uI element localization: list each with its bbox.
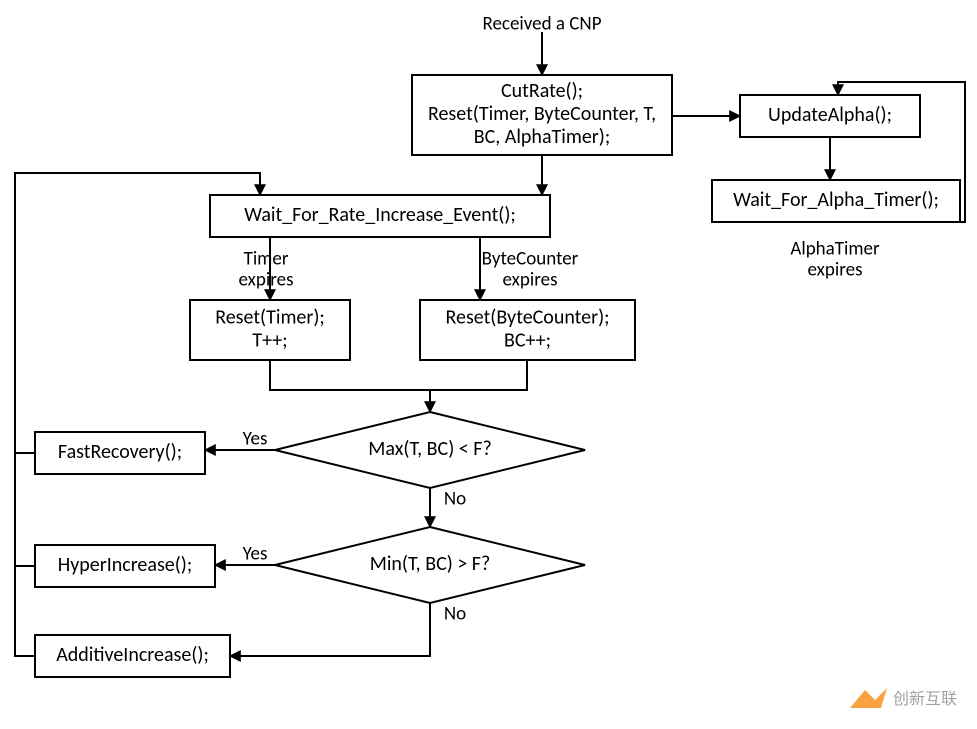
node-label: Min(T, BC) > F?: [370, 552, 491, 576]
node-label: Wait_For_Rate_Increase_Event();: [244, 203, 516, 227]
watermark-text: 创新互联: [893, 690, 957, 709]
watermark: 创新互联: [850, 688, 957, 709]
label-start: Received a CNP: [482, 13, 601, 36]
edge: [270, 360, 430, 412]
node-label: Max(T, BC) < F?: [368, 437, 492, 461]
label-no1: No: [444, 488, 466, 511]
label-alphatimer_lbl: AlphaTimerexpires: [790, 238, 880, 282]
label-bytec_lbl: ByteCounterexpires: [482, 248, 579, 292]
node-label: FastRecovery();: [58, 440, 182, 464]
label-no2: No: [444, 603, 466, 626]
edge: [230, 603, 430, 656]
label-timer_lbl: Timerexpires: [239, 248, 294, 292]
node-label: HyperIncrease();: [58, 553, 192, 577]
label-yes2: Yes: [243, 543, 268, 566]
node-label: AdditiveIncrease();: [56, 643, 209, 667]
label-yes1: Yes: [243, 428, 268, 451]
node-label: UpdateAlpha();: [768, 103, 892, 127]
edge: [430, 360, 527, 412]
node-label: Wait_For_Alpha_Timer();: [733, 188, 939, 212]
